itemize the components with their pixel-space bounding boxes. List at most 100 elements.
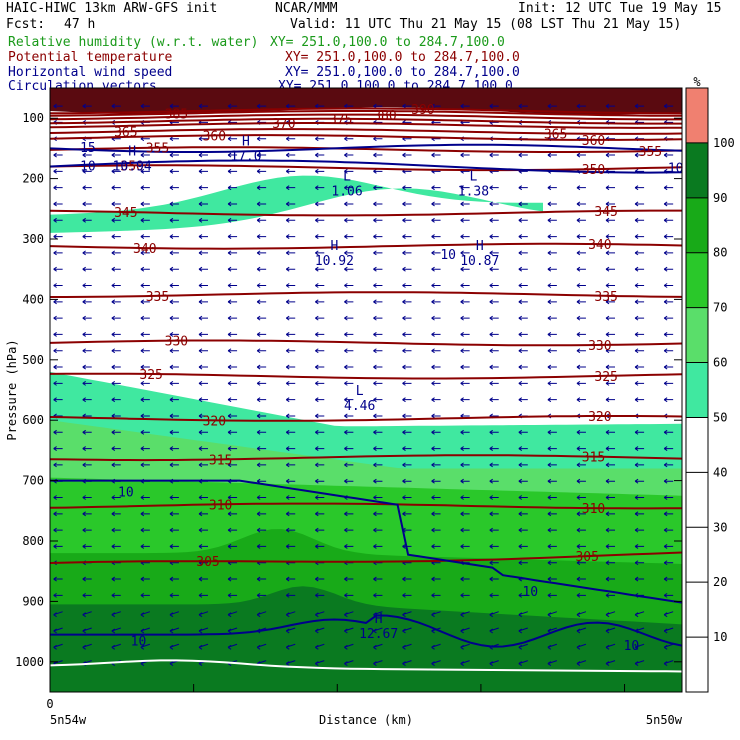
vector-arrow [489,283,499,288]
vector-arrow [198,364,208,370]
vector-arrow [140,152,150,158]
vector-arrow [344,168,354,174]
vector-arrow [315,299,325,305]
vector-arrow [315,217,325,223]
vector-arrow [315,643,325,650]
vector-arrow [373,332,383,337]
vector-arrow [402,364,412,370]
vector-arrow [315,348,325,354]
vector-arrow [547,576,557,582]
extremum-type: L [470,170,478,185]
vector-arrow [82,152,92,158]
vector-arrow [256,217,267,223]
rh-shading-layer [50,88,682,692]
theta-label-355: 355 [146,142,169,157]
y-axis-label: Pressure (hPa) [5,339,19,440]
vector-arrow [227,103,238,109]
vector-arrow [634,217,645,223]
vector-arrow [53,380,63,386]
vector-arrow [634,576,645,582]
extremum-value: 12.67 [359,627,398,642]
vector-arrow [431,283,441,288]
colorbar-label: 60 [713,356,727,370]
vector-arrow [576,364,586,370]
vector-arrow [460,380,470,386]
field-label-rh: Relative humidity (w.r.t. water) [8,35,259,50]
colorbar-label: 80 [713,246,727,260]
vector-arrow [460,660,470,667]
vector-arrow [111,168,121,174]
vector-arrow [605,299,616,305]
vector-arrow [605,576,616,582]
vector-arrow [227,643,238,650]
vector-arrow [256,413,267,419]
y-tick-label: 700 [22,474,44,488]
vector-arrow [285,544,296,549]
vector-arrow [198,103,208,109]
vector-arrow [402,315,412,321]
vector-arrow [460,592,470,598]
vector-arrow [576,266,586,272]
vector-arrow [315,332,325,337]
vector-arrow [663,527,674,533]
vector-arrow [634,544,645,549]
vector-arrow [460,152,470,158]
vector-arrow [489,266,499,272]
vector-arrow [256,576,267,582]
vector-arrow [663,250,674,256]
x-start-label: 0 [46,697,53,711]
vector-arrow [227,495,238,500]
vector-arrow [344,364,354,370]
vector-arrow [489,315,499,321]
vector-arrow [198,201,208,207]
vector-arrow [460,527,470,533]
vector-arrow [663,380,674,386]
vector-arrow [663,446,674,452]
vector-arrow [663,478,674,484]
extremum-value: 10.94 [113,159,152,174]
vector-arrow [402,397,412,403]
vector-arrow [53,527,63,533]
vector-arrow [82,544,92,549]
vector-arrow [576,495,586,500]
vector-arrow [373,217,383,223]
vector-arrow [518,380,528,386]
init-time: Init: 12 UTC Tue 19 May 15 [518,1,722,16]
vector-arrow [169,413,179,419]
vector-arrow [547,185,557,191]
vector-arrow [489,544,499,549]
x-left-label: 5n54w [50,713,87,727]
vector-arrow [285,446,296,452]
colorbar-band [686,527,708,583]
vector-arrow [402,348,412,354]
colorbar-band [686,362,708,418]
vector-arrow [140,283,150,288]
vector-arrow [431,234,441,240]
vector-arrow [227,544,238,549]
vector-arrow [198,185,208,191]
vector-arrow [256,592,267,598]
vector-arrow [256,397,267,403]
vector-arrow [518,544,528,549]
vector-arrow [169,234,179,240]
vector-arrow [53,348,63,354]
vector-arrow [402,576,412,582]
vector-arrow [431,446,441,452]
vector-arrow [634,185,645,191]
vector-arrow [315,380,325,386]
vector-arrow [576,348,586,354]
vector-arrow [489,429,499,435]
vector-arrow [547,103,557,109]
vector-arrow [256,380,267,386]
vector-arrow [373,201,383,207]
vector-arrow [53,397,63,403]
vector-arrow [227,413,238,419]
vector-arrow [576,103,586,109]
vector-arrow [605,660,616,667]
vector-arrow [547,462,557,468]
vector-arrow [431,299,441,305]
theta-label-390: 390 [411,103,434,118]
vector-arrow [634,560,645,566]
vector-arrow [111,511,121,517]
vector-arrow [373,168,383,174]
